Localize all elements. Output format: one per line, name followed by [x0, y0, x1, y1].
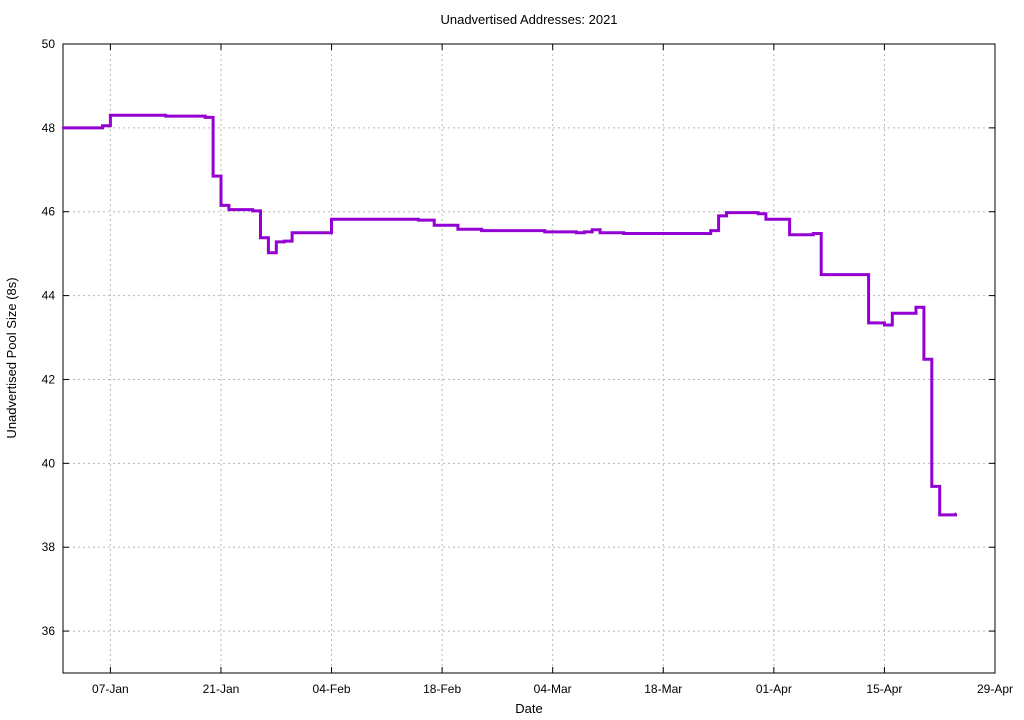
data-point: [812, 232, 815, 235]
y-tick-label: 46: [42, 205, 56, 219]
data-point: [954, 512, 957, 515]
data-point: [211, 174, 215, 178]
data-point: [164, 114, 167, 118]
data-point: [788, 233, 791, 236]
x-tick-label: 21-Jan: [203, 682, 240, 696]
data-point: [425, 218, 428, 222]
data-point: [820, 273, 823, 276]
x-axis-title: Date: [515, 701, 542, 716]
series-line: [63, 113, 957, 517]
x-tick-label: 04-Feb: [313, 682, 351, 696]
data-point: [583, 230, 586, 234]
data-point: [101, 124, 104, 128]
y-tick-label: 42: [42, 372, 56, 386]
data-point: [148, 114, 152, 117]
y-tick-label: 36: [42, 624, 56, 638]
y-tick-label: 50: [42, 37, 56, 51]
y-tick-label: 48: [42, 121, 56, 135]
data-point: [930, 485, 933, 488]
data-point: [756, 212, 760, 215]
x-tick-label: 18-Feb: [423, 682, 461, 696]
data-point: [867, 321, 870, 325]
data-point: [290, 231, 294, 234]
plot-frame: [62, 43, 996, 674]
data-point: [227, 208, 231, 211]
data-point: [591, 228, 594, 231]
data-point: [456, 228, 460, 231]
x-tick-label: 15-Apr: [866, 682, 902, 696]
data-point: [417, 218, 420, 222]
data-point: [204, 116, 207, 119]
data-point: [914, 306, 918, 309]
data-point: [275, 240, 278, 244]
data-point: [891, 312, 894, 315]
data-point: [219, 204, 223, 207]
data-point: [330, 218, 333, 221]
x-tick-label: 01-Apr: [756, 682, 792, 696]
data-point: [575, 231, 578, 234]
y-tick-label: 44: [42, 289, 56, 303]
data-point: [543, 230, 546, 234]
data-point: [709, 229, 712, 232]
y-axis: 36 38 40 42 44 46 48 50: [42, 37, 995, 638]
data-point: [480, 229, 483, 232]
x-axis: 07-Jan 21-Jan 04-Feb 18-Feb 04-Mar 18-Mar 01-A…: [92, 44, 1013, 696]
data-point: [922, 358, 926, 361]
data-point: [267, 251, 270, 254]
data-point: [701, 232, 704, 235]
data-point: [938, 513, 941, 517]
data-point: [875, 321, 878, 325]
x-tick-label: 29-Apr: [977, 682, 1013, 696]
data-point: [377, 218, 381, 221]
data-point: [883, 323, 886, 327]
data-point: [85, 126, 88, 130]
grid-lines: [63, 44, 995, 673]
x-tick-label: 18-Mar: [644, 682, 682, 696]
data-point: [61, 126, 65, 130]
data-point: [725, 211, 728, 214]
data-point: [433, 224, 436, 227]
chart-title: Unadvertised Addresses: 2021: [440, 12, 617, 27]
series-layer: [61, 113, 957, 517]
y-tick-label: 38: [42, 540, 56, 554]
data-point: [764, 218, 768, 221]
x-tick-label: 04-Mar: [534, 682, 572, 696]
data-point: [259, 236, 262, 239]
data-point: [598, 231, 602, 234]
data-point: [283, 239, 286, 243]
data-point: [717, 214, 720, 218]
data-point: [251, 209, 254, 213]
y-axis-title: Unadvertised Pool Size (8s): [4, 277, 19, 438]
data-point: [622, 232, 625, 235]
x-tick-label: 07-Jan: [92, 682, 129, 696]
y-tick-label: 40: [42, 456, 56, 470]
data-point: [109, 114, 112, 117]
